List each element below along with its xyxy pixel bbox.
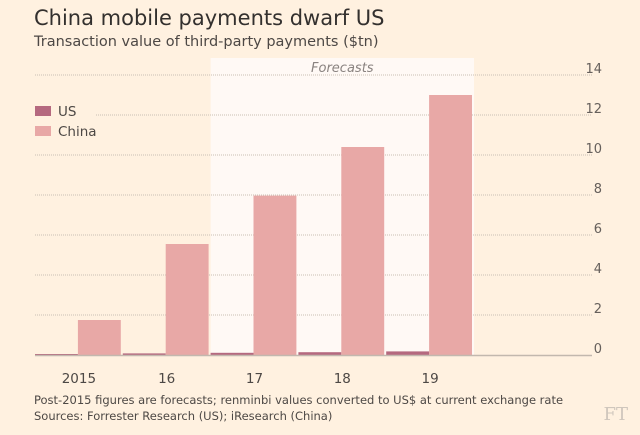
bar-us-17 xyxy=(210,352,254,355)
y-tick-label: 10 xyxy=(585,142,602,157)
y-tick-label: 6 xyxy=(594,222,602,237)
x-tick-label: 19 xyxy=(422,371,439,387)
forecast-label: Forecasts xyxy=(311,61,374,76)
bar-chart: Forecasts 0 2 4 6 8 10 12 14 2015 16 17 18 19 US China xyxy=(35,58,602,387)
x-tick-label: 18 xyxy=(334,371,351,387)
legend-label-china: China xyxy=(58,124,97,140)
legend-swatch-us xyxy=(35,106,51,116)
bar-us-18 xyxy=(298,352,342,355)
bar-us-19 xyxy=(386,351,430,355)
ft-logo: FT xyxy=(603,404,629,425)
bar-china-2015 xyxy=(77,320,121,355)
bar-china-16 xyxy=(165,244,209,355)
y-tick-label: 12 xyxy=(585,102,602,117)
bar-us-16 xyxy=(122,353,166,355)
legend-label-us: US xyxy=(58,104,76,120)
chart-subtitle: Transaction value of third-party payment… xyxy=(34,34,379,50)
bar-china-18 xyxy=(341,147,385,355)
bar-us-2015 xyxy=(35,354,78,355)
y-tick-label: 0 xyxy=(594,342,602,357)
y-tick-label: 4 xyxy=(594,262,602,277)
y-tick-label: 8 xyxy=(594,182,602,197)
y-tick-label: 14 xyxy=(585,62,602,77)
footnote: Post-2015 figures are forecasts; renminb… xyxy=(34,393,564,407)
x-tick-label: 16 xyxy=(158,371,175,387)
x-tick-label: 2015 xyxy=(62,371,96,387)
bar-china-19 xyxy=(429,95,472,355)
x-tick-label: 17 xyxy=(246,371,263,387)
sources: Sources: Forrester Research (US); iResea… xyxy=(34,409,333,423)
bar-china-17 xyxy=(253,195,297,355)
chart-title: China mobile payments dwarf US xyxy=(34,6,385,30)
y-tick-label: 2 xyxy=(594,302,602,317)
legend-swatch-china xyxy=(35,126,51,136)
